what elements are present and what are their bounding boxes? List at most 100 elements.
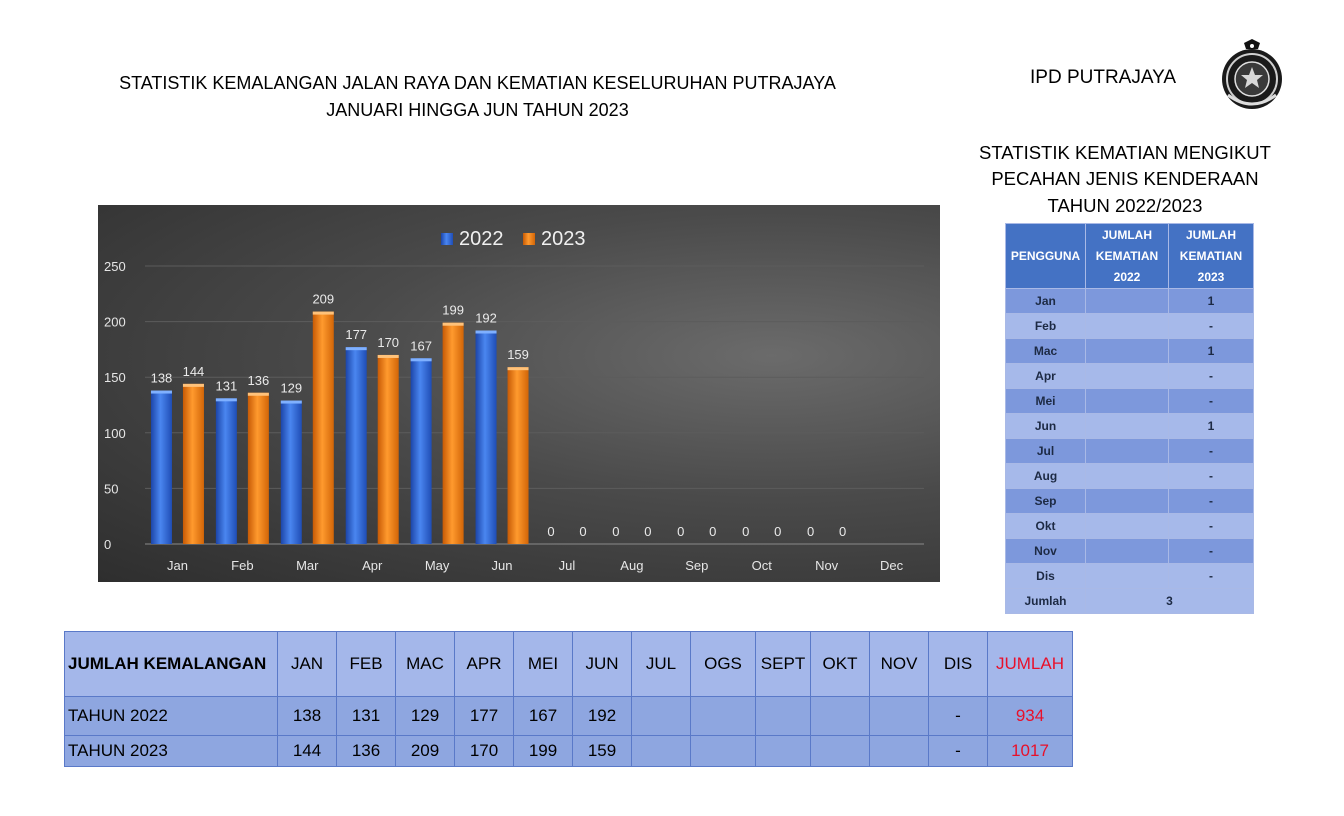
data-label: 177 [345,327,367,342]
summary-cell: 138 [277,696,337,736]
x-tick-label: Sep [685,558,708,573]
fatality-2023: - [1168,313,1254,339]
fatality-2023: - [1168,363,1254,389]
bar-cap-2022 [150,390,172,394]
fatality-row: Mei - [1005,388,1254,414]
fatality-row: Nov - [1005,538,1254,564]
fatality-table: PENGGUNA JUMLAH KEMATIAN 2022 JUMLAH KEM… [1005,223,1254,614]
fatality-2023: - [1168,538,1254,564]
accident-summary-table: JUMLAH KEMALANGAN JAN FEB MAC APR MEI JUN JUL OG… [64,631,1073,767]
bar-2022 [410,358,432,544]
data-label: 192 [475,310,497,325]
data-label: 136 [248,373,270,388]
x-tick-label: May [425,558,450,573]
fatality-month: Jul [1005,438,1086,464]
summary-header-cell: JUN [572,631,632,697]
x-tick-label: Dec [880,558,904,573]
data-label: 0 [677,524,684,539]
summary-header-cell: MAC [395,631,455,697]
x-tick-label: Aug [620,558,643,573]
fatality-month: Feb [1005,313,1086,339]
header-pengguna: PENGGUNA [1005,223,1086,289]
summary-row-label: TAHUN 2023 [64,735,278,767]
bar-2022 [280,400,302,544]
summary-header-row: JUMLAH KEMALANGAN JAN FEB MAC APR MEI JUN JUL OG… [64,631,1073,697]
x-tick-label: Mar [296,558,319,573]
fatality-row: Feb - [1005,313,1254,339]
data-label: 0 [709,524,716,539]
x-tick-label: Feb [231,558,253,573]
x-tick-label: Jul [559,558,576,573]
data-label: 0 [612,524,619,539]
summary-header-cell: OGS [690,631,756,697]
header-jumlah-2022: JUMLAH KEMATIAN 2022 [1085,223,1169,289]
data-label: 131 [216,378,238,393]
fatality-2023: - [1168,388,1254,414]
summary-row-2022: TAHUN 2022 138 131 129 177 167 192 -934 [64,696,1073,736]
fatality-total-label: Jumlah [1005,588,1086,614]
fatality-2022 [1085,363,1169,389]
summary-header-cell: DIS [928,631,988,697]
y-tick-label: 0 [104,537,111,552]
fatality-2023: 1 [1168,288,1254,314]
bar-cap-2023 [247,392,269,396]
fatality-2022 [1085,563,1169,589]
accident-bar-chart: 0 50 100 150 200 250 Jan 138 144 Feb 131 136 Mar 129 2… [98,205,940,582]
side-title-line1: STATISTIK KEMATIAN MENGIKUT [979,142,1271,163]
summary-cell: 209 [395,735,455,767]
fatality-month: Nov [1005,538,1086,564]
data-label: 0 [644,524,651,539]
fatality-2022 [1085,338,1169,364]
data-label: 167 [410,338,432,353]
data-label: 0 [547,524,554,539]
header-jumlah-2022-l1: JUMLAH [1102,227,1152,242]
fatality-2023: - [1168,488,1254,514]
summary-cell [810,696,870,736]
summary-header-cell: APR [454,631,514,697]
fatality-2022 [1085,463,1169,489]
bar-2022 [150,390,172,544]
y-tick-label: 250 [104,259,126,274]
summary-total: 1017 [987,735,1073,767]
police-crest-icon [1222,39,1282,109]
fatality-month: Sep [1005,488,1086,514]
summary-row-2023: TAHUN 2023 144 136 209 170 199 159 -1017 [64,735,1073,767]
fatality-total-value: 3 [1085,588,1254,614]
fatality-2022 [1085,413,1169,439]
page-subtitle: JANUARI HINGGA JUN TAHUN 2023 [326,100,629,120]
bar-2023 [182,383,204,544]
data-label: 209 [312,292,334,307]
fatality-month: Dis [1005,563,1086,589]
bar-cap-2022 [410,358,432,362]
x-tick-label: Oct [752,558,773,573]
summary-cell [690,696,756,736]
data-label: 0 [839,524,846,539]
bar-2023 [247,392,269,544]
summary-cell [690,735,756,767]
fatality-row: Jan 1 [1005,288,1254,314]
fatality-total-row: Jumlah 3 [1005,588,1254,614]
bar-cap-2022 [475,330,497,334]
fatality-row: Mac 1 [1005,338,1254,364]
fatality-row: Dis - [1005,563,1254,589]
y-tick-label: 200 [104,315,126,330]
summary-cell [755,735,811,767]
summary-header-cell: SEPT [755,631,811,697]
summary-cell [869,696,929,736]
fatality-2023: 1 [1168,413,1254,439]
bar-2022 [345,347,367,544]
fatality-2022 [1085,438,1169,464]
fatality-month: Aug [1005,463,1086,489]
bar-cap-2023 [377,354,399,358]
fatality-2022 [1085,288,1169,314]
fatality-row: Aug - [1005,463,1254,489]
legend-label-2022: 2022 [459,228,504,250]
summary-cell [810,735,870,767]
bar-cap-2022 [215,398,237,402]
data-label: 0 [742,524,749,539]
bar-cap-2022 [345,347,367,351]
header-jumlah-2023-l2: KEMATIAN [1179,248,1243,263]
bar-2023 [442,322,464,544]
data-label: 138 [151,371,173,386]
y-tick-label: 150 [104,370,126,385]
